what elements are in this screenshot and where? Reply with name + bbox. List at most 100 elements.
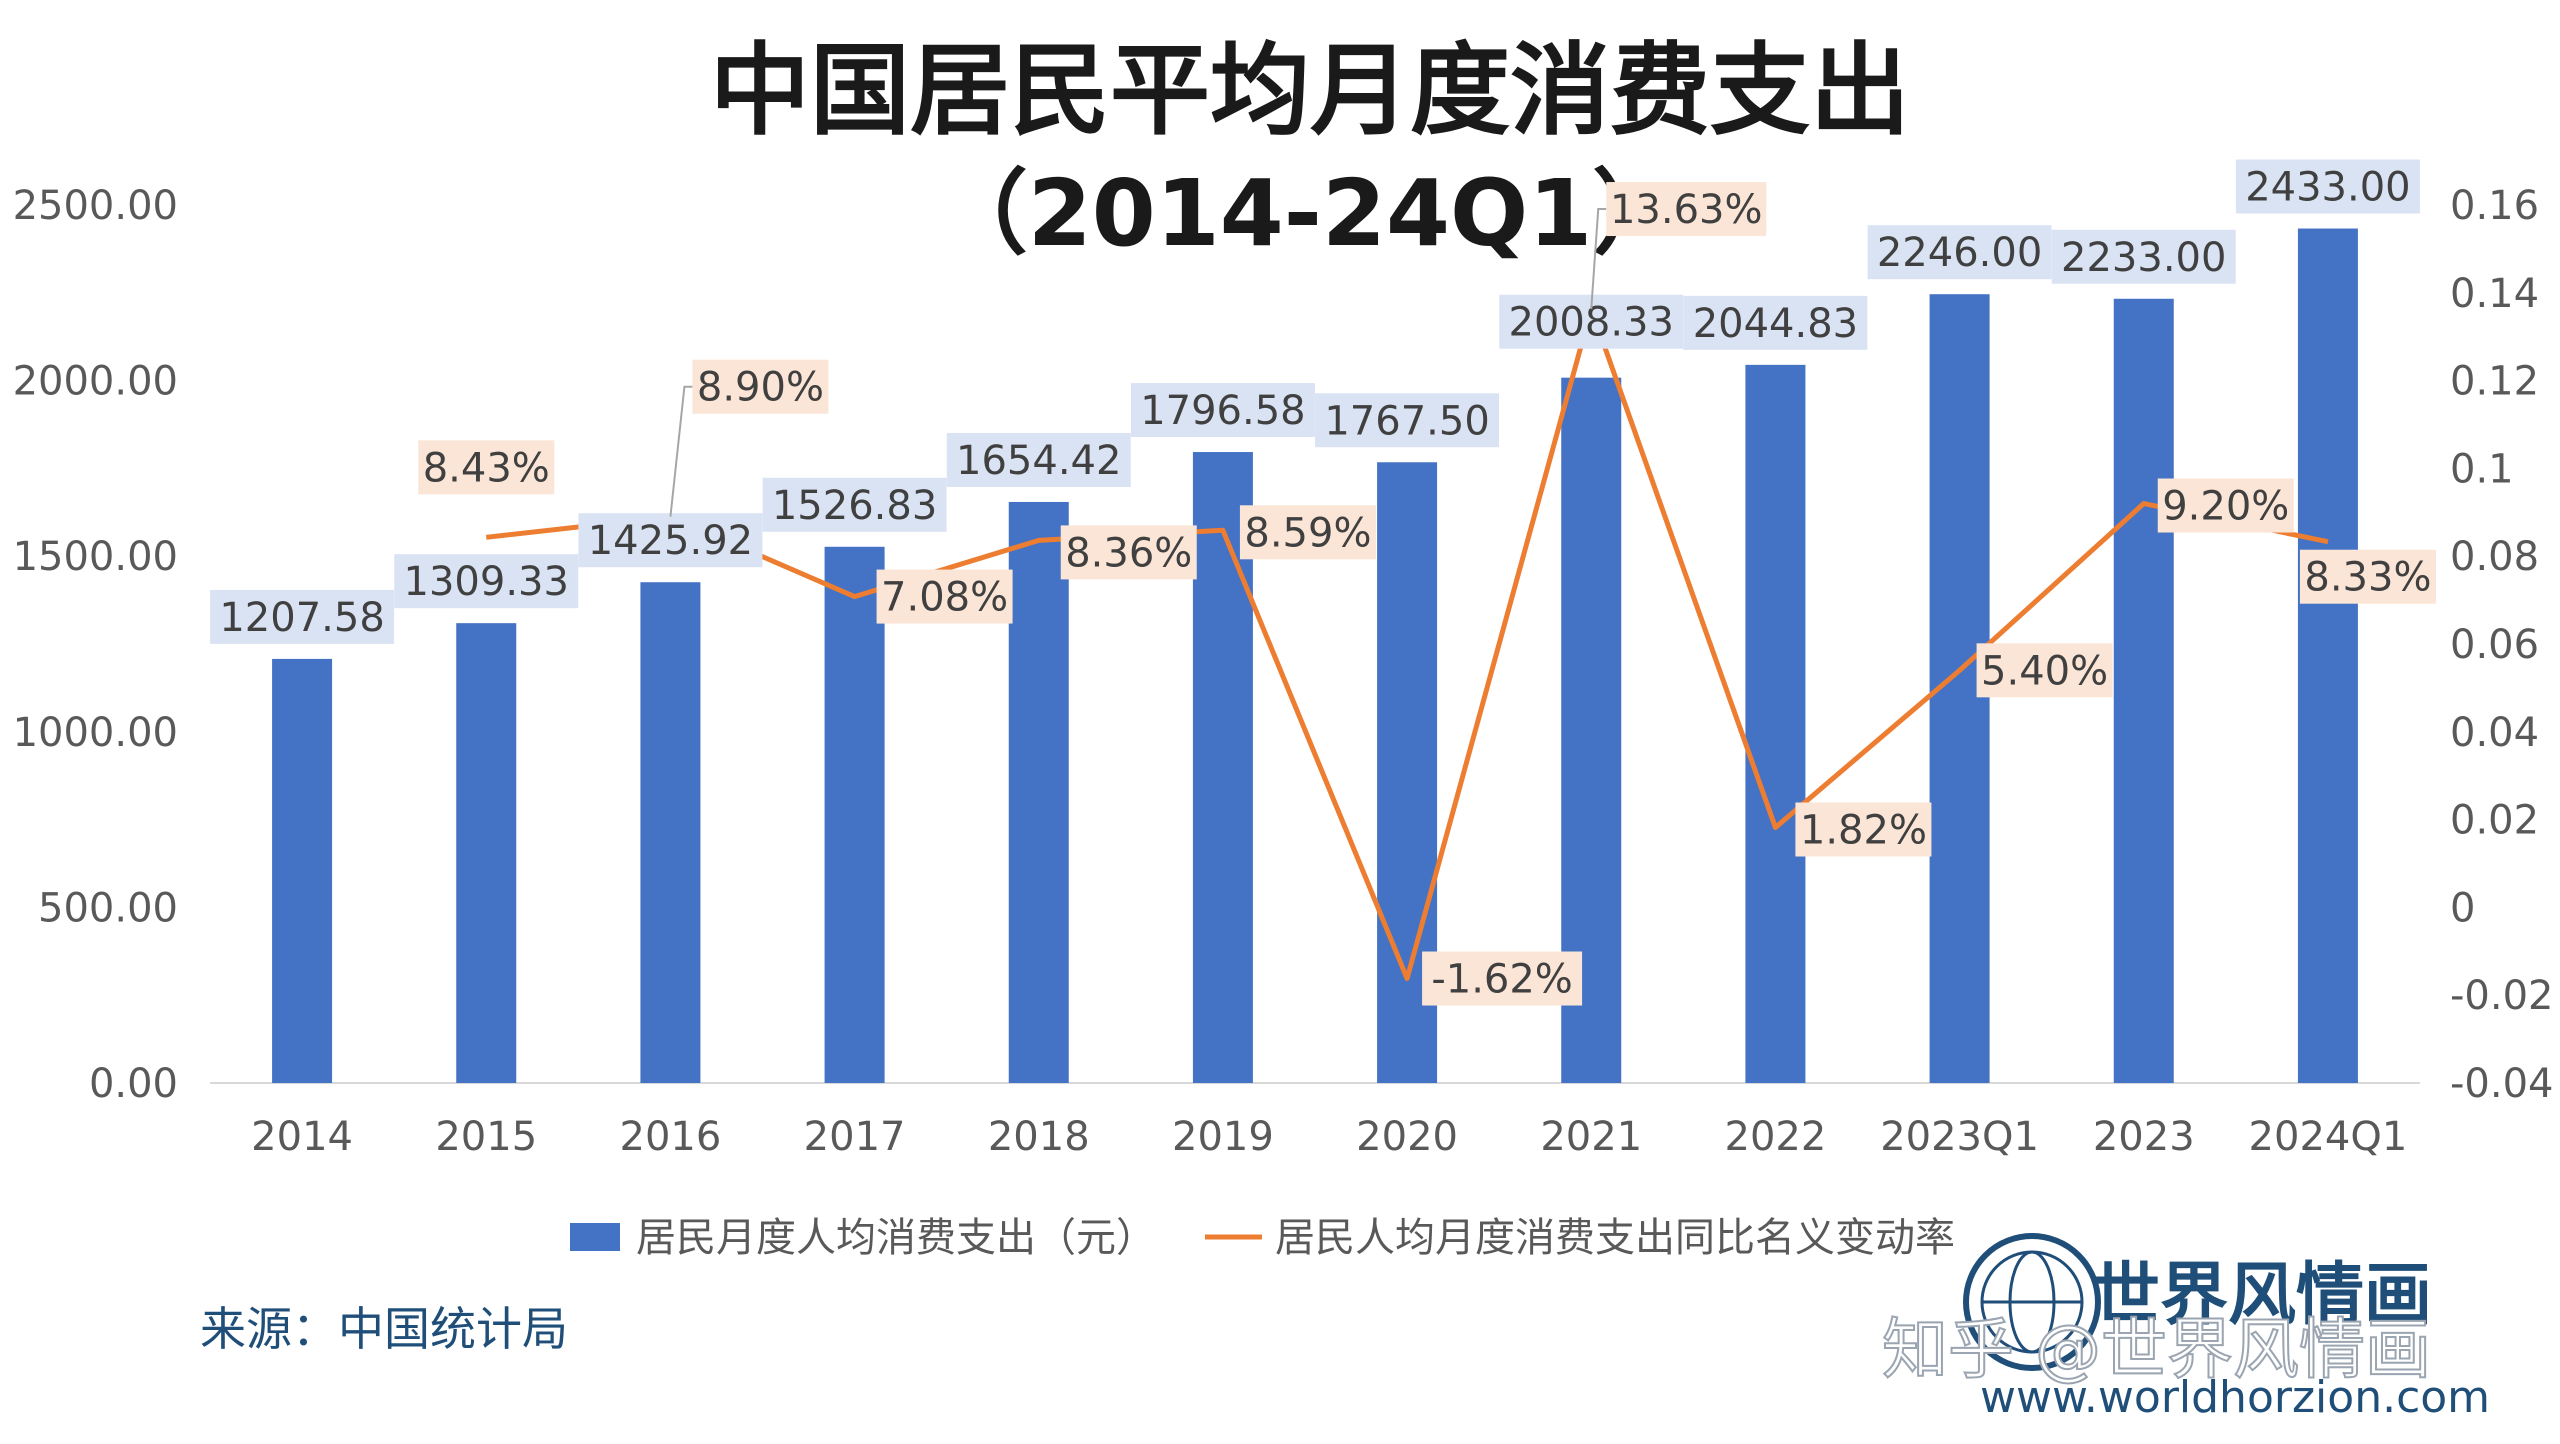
rate-value-label-bg (1795, 802, 1932, 857)
rate-value-label: 1.82% (1800, 808, 1927, 854)
bar-value-label-bg (1683, 295, 1868, 350)
watermark-url: www.worldhorzion.com (1980, 1372, 2490, 1423)
rate-value-label: 8.90% (697, 365, 824, 411)
x-tick-label: 2014 (251, 1114, 353, 1160)
y-left-tick-label: 2500.00 (13, 183, 178, 229)
x-tick-label: 2019 (1172, 1114, 1274, 1160)
bar-value-label-bg (394, 554, 579, 609)
x-tick-label: 2023 (2093, 1114, 2195, 1160)
legend-label-bar: 居民月度人均消费支出（元） (636, 1215, 1156, 1261)
watermark-platform: 知乎 @世界风情画 (1882, 1311, 2431, 1388)
rate-line (485, 306, 2329, 982)
rate-value-label: 8.33% (2304, 555, 2431, 601)
rate-value-label: 8.43% (423, 445, 550, 491)
bar-value-label: 1425.92 (588, 518, 753, 564)
rate-value-label-bg (2157, 478, 2294, 533)
rate-value-label: -1.62% (1431, 957, 1573, 1003)
x-tick-label: 2016 (620, 1114, 722, 1160)
bar (2297, 228, 2358, 1083)
bar-value-label-bg (762, 477, 947, 532)
chart-subtitle: （2014-24Q1） (936, 160, 1685, 267)
bar (2113, 298, 2174, 1083)
rate-value-label-bg (1422, 951, 1583, 1006)
watermark-brand: 世界风情画 (2092, 1256, 2432, 1335)
y-right-tick-label: 0.1 (2450, 446, 2514, 492)
bar-value-label-bg (1867, 225, 2052, 280)
y-left-tick-label: 1500.00 (13, 534, 178, 580)
bar (272, 658, 333, 1083)
x-tick-label: 2018 (988, 1114, 1090, 1160)
y-left-tick-label: 500.00 (38, 885, 178, 931)
bar-value-label: 1526.83 (772, 483, 937, 529)
watermark: 世界风情画 知乎 @世界风情画 www.worldhorzion.com (1881, 1233, 2490, 1423)
bar-value-label: 2044.83 (1693, 301, 1858, 347)
bar-value-label-bg (2051, 229, 2236, 284)
rate-label-leader (1590, 208, 1607, 310)
rate-value-label: 7.08% (881, 575, 1008, 621)
legend: 居民月度人均消费支出（元） 居民人均月度消费支出同比名义变动率 (570, 1215, 1955, 1261)
bar (456, 623, 517, 1083)
rate-value-label: 13.63% (1610, 187, 1763, 233)
rate-line-group (485, 306, 2329, 982)
data-labels-group: 1207.58 1309.33 1425.92 1526.83 1654.42 1796.… (210, 159, 2436, 1006)
bar-value-label-bg (578, 513, 763, 568)
bar-value-label: 1796.58 (1140, 388, 1305, 434)
y-left-tick-label: 0.00 (89, 1061, 178, 1107)
y-right-tick-label: 0.02 (2450, 798, 2539, 844)
rate-value-label: 8.59% (1244, 510, 1371, 556)
rate-value-label-bg (876, 569, 1013, 624)
rate-value-label-bg (2299, 549, 2436, 604)
rate-value-label-bg (692, 359, 829, 414)
axes-group: 0.00 500.00 1000.00 1500.00 2000.00 2500.00 -0… (13, 183, 2554, 1160)
bar-value-label-bg (210, 589, 395, 644)
rate-value-label-bg (1606, 182, 1767, 237)
x-tick-label: 2024Q1 (2249, 1114, 2408, 1160)
bar-value-label: 1207.58 (219, 595, 384, 641)
bar (640, 582, 701, 1083)
source-note: 来源：中国统计局 (200, 1302, 568, 1356)
y-right-tick-label: 0.14 (2450, 271, 2539, 317)
y-right-tick-label: 0 (2450, 885, 2475, 931)
rate-value-label: 9.20% (2162, 484, 2289, 530)
bar-value-label: 2233.00 (2061, 235, 2226, 281)
bar (824, 546, 885, 1083)
x-tick-label: 2015 (435, 1114, 537, 1160)
y-right-tick-label: -0.04 (2450, 1061, 2554, 1107)
rate-label-leader (669, 385, 693, 517)
legend-label-line: 居民人均月度消费支出同比名义变动率 (1275, 1215, 1955, 1261)
bar (1008, 501, 1069, 1084)
chart-title: 中国居民平均月度消费支出 (710, 32, 1910, 149)
y-right-tick-label: 0.04 (2450, 710, 2539, 756)
x-tick-label: 2020 (1356, 1114, 1458, 1160)
rate-value-label-bg (418, 440, 555, 495)
bar-value-label: 2246.00 (1877, 230, 2042, 276)
bars-group (272, 228, 2358, 1084)
y-right-tick-label: 0.08 (2450, 534, 2539, 580)
bar (1745, 364, 1806, 1083)
rate-value-label-bg (1239, 505, 1376, 560)
bar-value-label: 1767.50 (1324, 398, 1489, 444)
y-left-tick-label: 2000.00 (13, 359, 178, 405)
rate-value-label: 5.40% (1981, 648, 2108, 694)
bar-value-label: 1654.42 (956, 438, 1121, 484)
rate-value-label-bg (1976, 643, 2113, 698)
y-right-tick-label: -0.02 (2450, 973, 2554, 1019)
y-right-tick-label: 0.12 (2450, 359, 2539, 405)
bar-value-label-bg (1130, 383, 1315, 438)
x-tick-label: 2017 (804, 1114, 906, 1160)
bar-value-label-bg (1315, 393, 1500, 448)
rate-value-label: 8.36% (1065, 530, 1192, 576)
rate-value-label-bg (1060, 525, 1197, 580)
bar-value-label-bg (946, 432, 1131, 487)
legend-swatch-bar (570, 1223, 620, 1251)
x-tick-label: 2021 (1540, 1114, 1642, 1160)
y-left-tick-label: 1000.00 (13, 710, 178, 756)
x-tick-label: 2022 (1725, 1114, 1827, 1160)
globe-seal-icon (1963, 1233, 2101, 1371)
x-tick-label: 2023Q1 (1880, 1114, 2039, 1160)
bar-value-label: 2433.00 (2245, 165, 2410, 211)
y-right-tick-label: 0.16 (2450, 183, 2539, 229)
bar-value-label-bg (2235, 159, 2420, 214)
